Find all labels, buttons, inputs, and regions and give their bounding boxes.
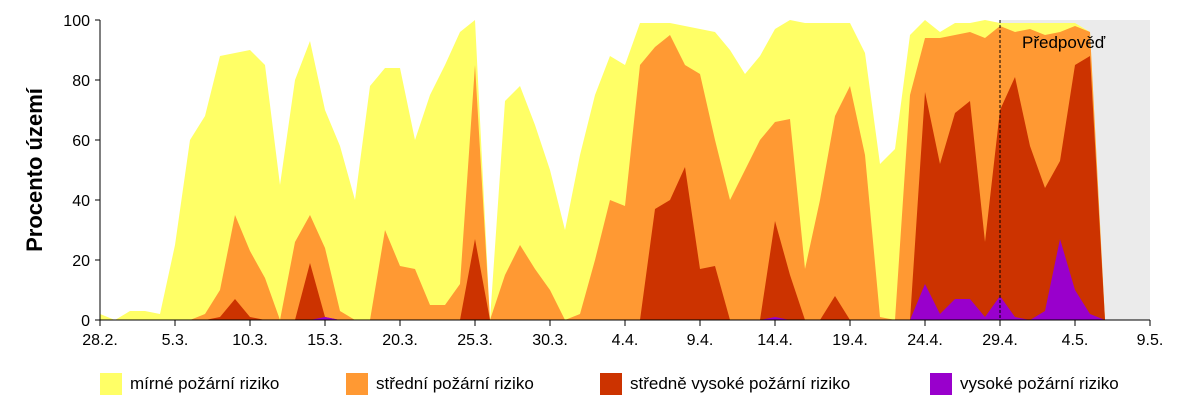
x-tick-label: 9.5. <box>1137 332 1164 349</box>
legend-label-medium-high: středně vysoké požární riziko <box>630 374 851 393</box>
x-tick-label: 19.4. <box>832 332 868 349</box>
y-tick-label: 0 <box>81 313 90 330</box>
area-high-risk <box>100 239 1150 320</box>
x-tick-label: 28.2. <box>82 332 118 349</box>
chart: 0 20 40 60 80 100 28.2. 5.3. 10.3. 15.3. 20.3. 25.… <box>22 13 1164 349</box>
plot-area <box>100 20 1150 320</box>
x-tick-label: 5.3. <box>162 332 189 349</box>
legend-swatch-medium-high <box>600 373 622 395</box>
legend: mírné požární riziko střední požární riz… <box>0 368 1200 400</box>
x-tick-label: 9.4. <box>687 332 714 349</box>
x-tick-label: 24.4. <box>907 332 943 349</box>
y-axis: 0 20 40 60 80 100 <box>63 13 101 330</box>
legend-item-medium-high: středně vysoké požární riziko <box>600 372 850 396</box>
area-medium-high-risk <box>100 56 1150 320</box>
legend-item-high: vysoké požární riziko <box>930 372 1119 396</box>
legend-label-mild: mírné požární riziko <box>130 374 280 393</box>
y-tick-label: 100 <box>63 13 90 30</box>
y-tick-label: 20 <box>72 253 90 270</box>
x-tick-label: 30.3. <box>532 332 568 349</box>
x-axis: 28.2. 5.3. 10.3. 15.3. 20.3. 25.3. 30.3. 4.4. 9.… <box>82 319 1164 349</box>
legend-label-medium: střední požární riziko <box>376 374 534 393</box>
legend-label-high: vysoké požární riziko <box>960 374 1119 393</box>
x-tick-label: 25.3. <box>457 332 493 349</box>
x-tick-label: 29.4. <box>982 332 1018 349</box>
legend-item-medium: střední požární riziko <box>346 372 534 396</box>
legend-swatch-mild <box>100 373 122 395</box>
area-mild-risk <box>100 20 1150 320</box>
x-tick-label: 15.3. <box>307 332 343 349</box>
forecast-label: Předpověď <box>1022 33 1106 52</box>
x-tick-label: 10.3. <box>232 332 268 349</box>
legend-swatch-high <box>930 373 952 395</box>
legend-item-mild: mírné požární riziko <box>100 372 279 396</box>
x-tick-label: 20.3. <box>382 332 418 349</box>
y-axis-label: Procento území <box>22 87 47 252</box>
legend-swatch-medium <box>346 373 368 395</box>
y-tick-label: 40 <box>72 193 90 210</box>
x-tick-label: 4.5. <box>1062 332 1089 349</box>
x-tick-label: 14.4. <box>757 332 793 349</box>
x-tick-label: 4.4. <box>612 332 639 349</box>
y-tick-label: 80 <box>72 73 90 90</box>
y-tick-label: 60 <box>72 133 90 150</box>
